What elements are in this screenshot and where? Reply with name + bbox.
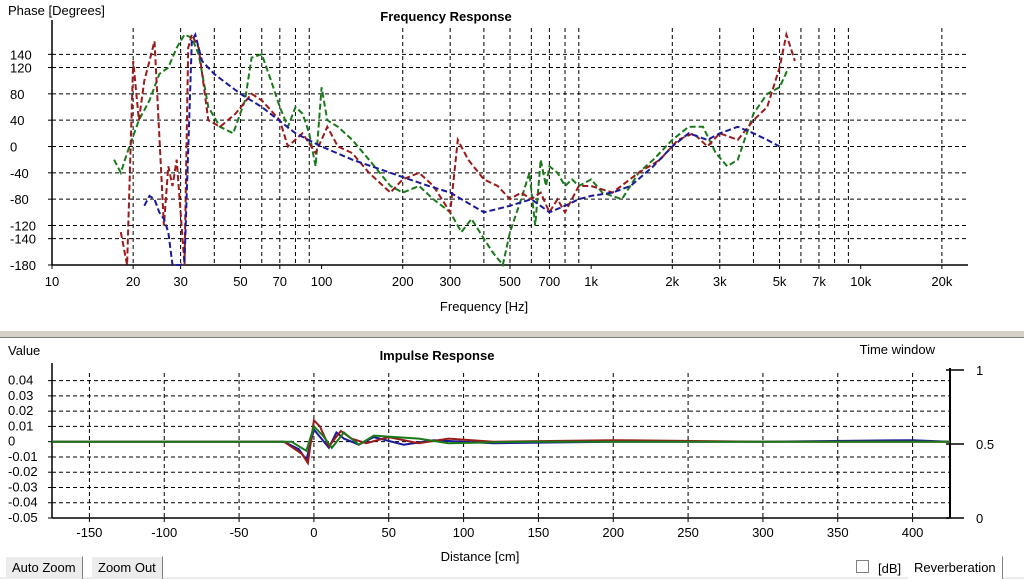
series-line-red — [119, 30, 796, 266]
x-tick-label: -150 — [76, 525, 102, 540]
y-tick-label: 140 — [10, 47, 32, 62]
y-tick-label: 0.04 — [8, 373, 33, 388]
auto-zoom-button[interactable]: Auto Zoom — [6, 556, 83, 579]
impulse-response-panel: Value Impulse Response Time window Distance… — [0, 338, 1024, 579]
y-tick-label: 0.01 — [8, 418, 33, 433]
x-tick-label: 7k — [812, 274, 826, 289]
y-tick-label: -120 — [10, 219, 36, 234]
x-tick-label: 350 — [827, 525, 849, 540]
series-line-blue — [52, 427, 951, 463]
x-tick-label: 700 — [539, 274, 561, 289]
x-tick-label: 10 — [45, 274, 59, 289]
x-tick-label: 5k — [773, 274, 787, 289]
y-tick-label: -0.05 — [8, 510, 38, 525]
x-tick-label: 20 — [126, 274, 140, 289]
x-axis-label: Distance [cm] — [441, 549, 520, 564]
y-tick-label: 120 — [10, 61, 32, 76]
y-tick-label: 0 — [10, 140, 17, 155]
x-tick-label: 1k — [584, 274, 598, 289]
y-tick-label: 40 — [10, 113, 24, 128]
y-tick-label: -0.01 — [8, 449, 38, 464]
frequency-response-chart[interactable]: Phase [Degrees] Frequency Response Frequen… — [0, 0, 1024, 330]
zoom-out-button[interactable]: Zoom Out — [92, 556, 163, 579]
time-window-tick-label: 1 — [976, 363, 983, 378]
x-tick-label: 50 — [382, 525, 396, 540]
x-tick-label: 500 — [499, 274, 521, 289]
y-tick-label: 0.02 — [8, 403, 33, 418]
impulse-response-chart[interactable]: Value Impulse Response Time window Distance… — [0, 338, 1024, 577]
series-line-blue — [143, 31, 781, 266]
x-tick-label: 200 — [602, 525, 624, 540]
y-tick-label: -180 — [10, 258, 36, 273]
y-axis-label: Value — [8, 343, 40, 358]
chart-title: Impulse Response — [380, 348, 495, 363]
x-tick-label: 250 — [677, 525, 699, 540]
db-label: [dB] — [878, 561, 902, 576]
x-tick-label: 0 — [310, 525, 317, 540]
x-tick-label: -50 — [230, 525, 249, 540]
x-tick-label: 100 — [453, 525, 475, 540]
x-tick-label: 70 — [273, 274, 287, 289]
series-line-green — [113, 33, 790, 268]
y-tick-label: 0 — [8, 434, 15, 449]
x-tick-label: 200 — [392, 274, 414, 289]
x-axis-label: Frequency [Hz] — [440, 299, 528, 314]
db-checkbox[interactable] — [856, 560, 869, 573]
y-tick-label: -80 — [10, 192, 29, 207]
y-tick-label: -0.04 — [8, 495, 38, 510]
x-tick-label: 10k — [850, 274, 871, 289]
y-tick-label: 0.03 — [8, 388, 33, 403]
y-tick-label: 80 — [10, 87, 24, 102]
x-tick-label: 100 — [311, 274, 333, 289]
x-tick-label: 3k — [713, 274, 727, 289]
x-tick-label: 30 — [173, 274, 187, 289]
time-window-label: Time window — [860, 342, 936, 357]
x-tick-label: 2k — [665, 274, 679, 289]
x-tick-label: 20k — [931, 274, 952, 289]
series-line-red — [52, 418, 950, 466]
y-axis-label: Phase [Degrees] — [8, 3, 105, 18]
chart-title: Frequency Response — [380, 9, 512, 24]
series-line-green — [52, 424, 950, 453]
reverberation-button[interactable]: Reverberation — [908, 556, 1003, 579]
y-tick-label: -0.02 — [8, 464, 38, 479]
y-tick-label: -0.03 — [8, 479, 38, 494]
x-tick-label: 400 — [902, 525, 924, 540]
y-tick-label: -40 — [10, 166, 29, 181]
time-window-tick-label: 0.5 — [976, 437, 994, 452]
time-window-tick-label: 0 — [976, 511, 983, 526]
panel-splitter[interactable] — [0, 330, 1024, 338]
frequency-response-panel: Phase [Degrees] Frequency Response Frequen… — [0, 0, 1024, 331]
x-tick-label: 300 — [439, 274, 461, 289]
x-tick-label: 300 — [752, 525, 774, 540]
x-tick-label: -100 — [151, 525, 177, 540]
x-tick-label: 150 — [528, 525, 550, 540]
y-tick-label: -140 — [10, 232, 36, 247]
x-tick-label: 50 — [233, 274, 247, 289]
